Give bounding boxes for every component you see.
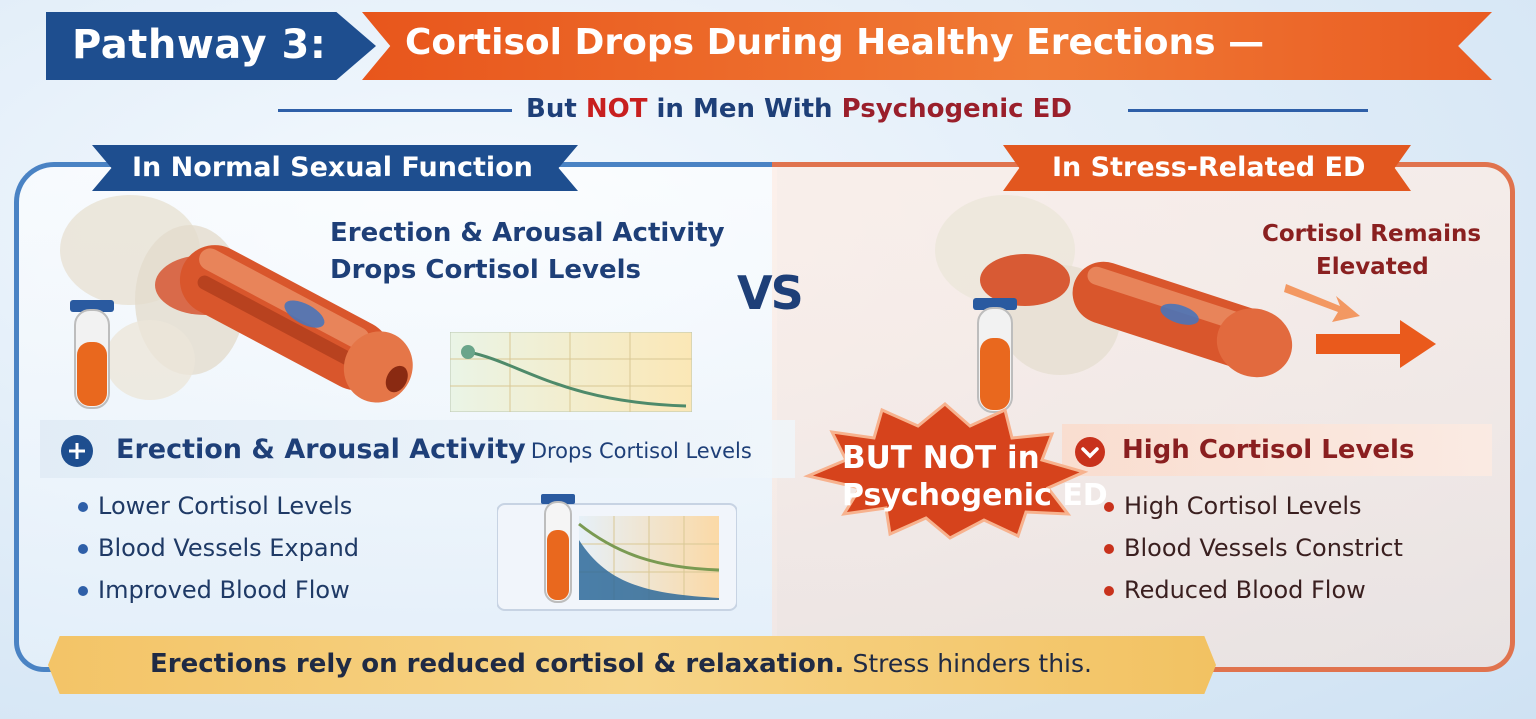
left-highlight-strip (40, 420, 795, 478)
subtitle-line-right (1128, 109, 1368, 112)
right-highlight-strip (1062, 424, 1492, 476)
footer-text: Erections rely on reduced cortisol & rel… (150, 649, 1092, 679)
chevron-down-icon (1075, 437, 1105, 467)
left-bullet-3: Improved Blood Flow (78, 576, 350, 604)
cortisol-decline-graph (450, 332, 692, 412)
left-bullet-1-text: Lower Cortisol Levels (98, 492, 353, 520)
right-banner (1003, 145, 1411, 191)
right-caption-line2: Elevated (1316, 254, 1429, 280)
test-tube-icon (70, 300, 114, 409)
right-bullet-2-text: Blood Vessels Constrict (1124, 534, 1403, 562)
footer-banner (48, 636, 1216, 694)
left-strip-bold: Erection & Arousal Activity (116, 434, 526, 465)
left-banner-text: In Normal Sexual Function (132, 152, 533, 183)
footer-rest: Stress hinders this. (852, 649, 1092, 678)
left-caption-line2: Drops Cortisol Levels (330, 255, 641, 285)
left-bullet-2: Blood Vessels Expand (78, 534, 359, 562)
bullet-dot (78, 544, 88, 554)
burst-line1: BUT NOT in (842, 440, 1040, 476)
normal-anatomy-illustration (60, 195, 413, 403)
footer-bold: Erections rely on reduced cortisol & rel… (150, 649, 845, 679)
burst-line2: Psychogenic ED (842, 478, 1108, 513)
subtitle-line-left (278, 109, 512, 112)
plus-icon (61, 435, 93, 467)
right-bullet-2: Blood Vessels Constrict (1104, 534, 1403, 562)
right-strip-text: High Cortisol Levels (1122, 435, 1415, 465)
bullet-dot (1104, 544, 1114, 554)
subtitle-part1: But (526, 94, 577, 124)
right-bullet-1: High Cortisol Levels (1104, 492, 1362, 520)
arrow-right-icon (1284, 284, 1436, 368)
bullet-dot (78, 586, 88, 596)
cortisol-tube-graph-card (497, 494, 737, 611)
subtitle-psychogenic: Psychogenic ED (841, 94, 1072, 124)
subtitle-not: NOT (585, 94, 648, 124)
title-left-banner (46, 12, 376, 80)
title-right-banner (362, 12, 1492, 80)
left-bullet-3-text: Improved Blood Flow (98, 576, 350, 604)
left-strip-text: Erection & Arousal Activity Drops Cortis… (116, 434, 752, 465)
right-caption-line1: Cortisol Remains (1262, 221, 1482, 247)
title-main: Cortisol Drops During Healthy Erections … (405, 22, 1265, 63)
bullet-dot (1104, 502, 1114, 512)
right-bullet-1-text: High Cortisol Levels (1124, 492, 1362, 520)
bullet-dot (1104, 586, 1114, 596)
bullet-dot (78, 502, 88, 512)
test-tube-icon (973, 298, 1017, 413)
burst-badge (803, 402, 1089, 540)
left-bullet-1: Lower Cortisol Levels (78, 492, 352, 520)
subtitle-part3: in Men With (656, 94, 833, 124)
left-strip-rest: Drops Cortisol Levels (530, 439, 752, 463)
right-banner-text: In Stress-Related ED (1052, 152, 1366, 183)
right-bullet-3: Reduced Blood Flow (1104, 576, 1366, 604)
vs-label: VS (737, 266, 804, 320)
title-pathway: Pathway 3: (72, 22, 327, 68)
left-caption-line1: Erection & Arousal Activity (330, 218, 725, 248)
right-bullet-3-text: Reduced Blood Flow (1124, 576, 1366, 604)
stress-anatomy-illustration (935, 195, 1293, 378)
subtitle: But NOT in Men With Psychogenic ED (526, 94, 1072, 124)
left-banner (92, 145, 578, 191)
left-bullet-2-text: Blood Vessels Expand (98, 534, 360, 562)
